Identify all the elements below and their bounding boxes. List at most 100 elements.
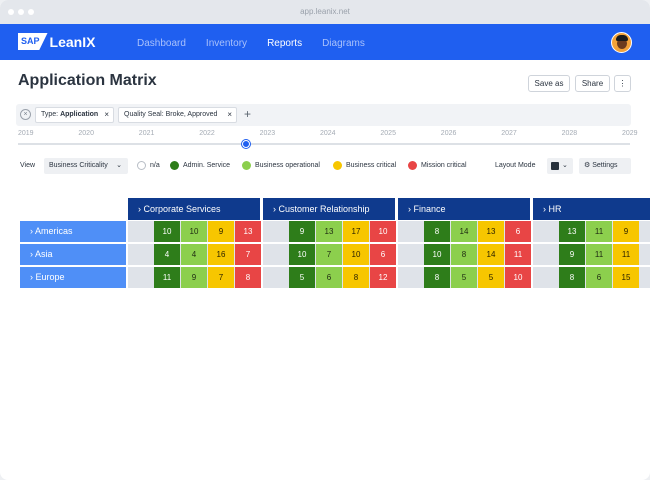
- window-dot-maximize[interactable]: [28, 9, 34, 15]
- matrix-cell[interactable]: 4: [154, 244, 180, 265]
- matrix-cell[interactable]: 8: [424, 221, 450, 242]
- top-nav: SAP LeanIX Dashboard Inventory Reports D…: [0, 24, 650, 60]
- matrix-cell[interactable]: 14: [451, 221, 477, 242]
- matrix-cell[interactable]: 13: [235, 221, 261, 242]
- filter-chip-key: Quality Seal:: [124, 111, 164, 118]
- legend-item: Admin. Service: [170, 161, 230, 170]
- nav-menu: Dashboard Inventory Reports Diagrams: [137, 38, 385, 49]
- matrix-cell[interactable]: 14: [478, 244, 504, 265]
- save-as-button[interactable]: Save as: [528, 75, 570, 92]
- matrix-row-header[interactable]: › Europe: [20, 267, 126, 288]
- matrix-cell[interactable]: 5: [289, 267, 315, 288]
- filter-chip-quality-seal[interactable]: Quality Seal: Broke, Approved ×: [118, 107, 237, 123]
- more-options-button[interactable]: ⋮: [614, 75, 631, 92]
- matrix-cell[interactable]: 6: [586, 267, 612, 288]
- matrix-cell[interactable]: 9: [181, 267, 207, 288]
- legend-swatch: [242, 161, 251, 170]
- matrix-cell[interactable]: 9: [559, 244, 585, 265]
- view-toolbar: View Business Criticality ⌄ n/a Admin. S…: [0, 158, 650, 174]
- share-button[interactable]: Share: [575, 75, 610, 92]
- matrix-cell[interactable]: 7: [235, 244, 261, 265]
- matrix-cell[interactable]: 6: [505, 221, 531, 242]
- window-dot-minimize[interactable]: [18, 9, 24, 15]
- remove-filter-icon[interactable]: ×: [227, 110, 232, 119]
- matrix-cell[interactable]: 16: [208, 244, 234, 265]
- matrix-cell[interactable]: 11: [586, 221, 612, 242]
- matrix-cell[interactable]: 10: [343, 244, 369, 265]
- matrix-row-header[interactable]: › Asia: [20, 244, 126, 265]
- matrix-cell[interactable]: 13: [559, 221, 585, 242]
- matrix-cell[interactable]: 10: [370, 221, 396, 242]
- address-bar[interactable]: app.leanix.net: [300, 7, 350, 16]
- layout-mode-label: Layout Mode: [495, 162, 536, 169]
- matrix-cell[interactable]: 17: [343, 221, 369, 242]
- timeline-track[interactable]: [18, 143, 630, 145]
- timeline-years: 2019 2020 2021 2022 2023 2024 2025 2026 2027 2028…: [0, 130, 650, 140]
- user-avatar[interactable]: [611, 32, 632, 53]
- matrix-cell[interactable]: 10: [505, 267, 531, 288]
- brand-name: LeanIX: [49, 33, 96, 50]
- application-matrix: › Corporate Services › Customer Relations…: [20, 198, 650, 290]
- legend-item: Business critical: [333, 161, 396, 170]
- timeline-year-label: 2022: [199, 130, 215, 137]
- matrix-cell[interactable]: 8: [559, 267, 585, 288]
- remove-filter-icon[interactable]: ×: [104, 110, 109, 119]
- legend-label: Business critical: [346, 162, 397, 169]
- matrix-cell[interactable]: 10: [154, 221, 180, 242]
- timeline-year-label: 2021: [138, 130, 155, 137]
- clear-filters-icon[interactable]: ×: [20, 109, 31, 120]
- matrix-cell[interactable]: 9: [208, 221, 234, 242]
- matrix-cell[interactable]: 8: [235, 267, 261, 288]
- page-title: Application Matrix: [18, 72, 157, 89]
- matrix-cell[interactable]: 7: [316, 244, 342, 265]
- matrix-cell[interactable]: 5: [478, 267, 504, 288]
- nav-item-reports[interactable]: Reports: [267, 38, 303, 49]
- matrix-cell[interactable]: 8: [424, 267, 450, 288]
- matrix-cell[interactable]: 4: [181, 244, 207, 265]
- matrix-cell[interactable]: 11: [154, 267, 180, 288]
- add-filter-icon[interactable]: +: [244, 107, 252, 121]
- timeline-year-label: 2019: [18, 130, 34, 137]
- window-dot-close[interactable]: [8, 9, 14, 15]
- matrix-row-header[interactable]: › Americas: [20, 221, 126, 242]
- filter-chip-type[interactable]: Type: Application ×: [35, 107, 114, 123]
- matrix-cell[interactable]: 9: [613, 221, 639, 242]
- matrix-cell[interactable]: 8: [451, 244, 477, 265]
- settings-button[interactable]: ⚙ Settings: [579, 158, 631, 174]
- timeline-year-label: 2024: [320, 130, 336, 137]
- nav-item-diagrams[interactable]: Diagrams: [322, 38, 365, 49]
- matrix-cell[interactable]: 13: [478, 221, 504, 242]
- matrix-cell[interactable]: 11: [505, 244, 531, 265]
- matrix-cell[interactable]: 5: [451, 267, 477, 288]
- matrix-cell[interactable]: 7: [208, 267, 234, 288]
- layout-mode-select[interactable]: ⌄: [547, 158, 573, 174]
- matrix-cell[interactable]: 11: [613, 244, 639, 265]
- nav-item-dashboard[interactable]: Dashboard: [137, 38, 186, 49]
- matrix-column-header[interactable]: › Customer Relationship: [263, 198, 395, 220]
- matrix-cell[interactable]: 10: [289, 244, 315, 265]
- matrix-cell[interactable]: 8: [343, 267, 369, 288]
- matrix-column-header[interactable]: › Finance: [398, 198, 530, 220]
- matrix-cell[interactable]: 6: [370, 244, 396, 265]
- legend-swatch: [408, 161, 417, 170]
- leanix-logo[interactable]: SAP LeanIX: [18, 33, 95, 50]
- matrix-cell[interactable]: 15: [613, 267, 639, 288]
- matrix-cell[interactable]: 9: [289, 221, 315, 242]
- filter-chip-value: Application: [60, 111, 99, 118]
- matrix-column-header[interactable]: › HR: [533, 198, 650, 220]
- filter-chip-value: Broke, Approved: [165, 111, 218, 118]
- view-select[interactable]: Business Criticality ⌄: [44, 158, 128, 174]
- matrix-cell[interactable]: 11: [586, 244, 612, 265]
- matrix-column-header[interactable]: › Corporate Services: [128, 198, 260, 220]
- legend-swatch: [170, 161, 179, 170]
- timeline-handle[interactable]: [242, 140, 250, 148]
- matrix-cell[interactable]: 13: [316, 221, 342, 242]
- timeline-year-label: 2026: [440, 130, 457, 137]
- matrix-cell[interactable]: 6: [316, 267, 342, 288]
- matrix-cell[interactable]: 10: [181, 221, 207, 242]
- matrix-cell[interactable]: 10: [424, 244, 450, 265]
- legend-label: n/a: [150, 162, 160, 169]
- nav-item-inventory[interactable]: Inventory: [205, 38, 248, 49]
- matrix-cell[interactable]: 12: [370, 267, 396, 288]
